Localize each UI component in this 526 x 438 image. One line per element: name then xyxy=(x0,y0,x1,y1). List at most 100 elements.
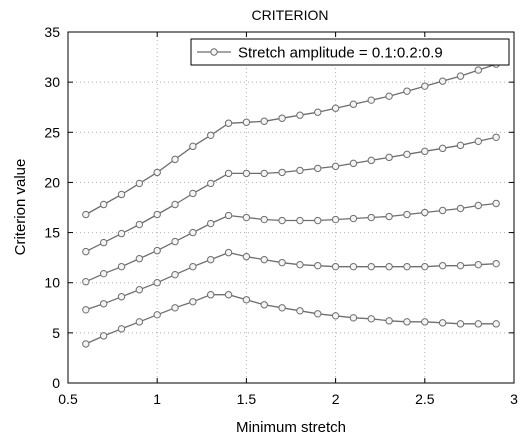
data-point xyxy=(243,170,249,176)
data-point xyxy=(190,143,196,149)
data-point xyxy=(279,115,285,121)
data-point xyxy=(493,200,499,206)
data-point xyxy=(190,190,196,196)
data-point xyxy=(315,109,321,115)
data-point xyxy=(404,319,410,325)
data-point xyxy=(404,151,410,157)
data-point xyxy=(315,262,321,268)
data-point xyxy=(368,263,374,269)
y-axis-label: Criterion value xyxy=(12,159,29,256)
data-point xyxy=(83,211,89,217)
data-point xyxy=(422,83,428,89)
x-tick-label: 3 xyxy=(510,391,518,407)
data-point xyxy=(297,308,303,314)
data-point xyxy=(118,230,124,236)
data-point xyxy=(457,205,463,211)
data-point xyxy=(154,247,160,253)
data-point xyxy=(118,263,124,269)
data-point xyxy=(493,134,499,140)
series-1 xyxy=(83,61,500,218)
data-point xyxy=(118,326,124,332)
data-point xyxy=(332,263,338,269)
data-point xyxy=(118,294,124,300)
data-point xyxy=(261,216,267,222)
data-point xyxy=(386,213,392,219)
data-point xyxy=(332,105,338,111)
data-point xyxy=(404,88,410,94)
data-point xyxy=(404,211,410,217)
series-3 xyxy=(83,200,500,285)
x-tick-label: 1.5 xyxy=(237,391,257,407)
data-point xyxy=(475,321,481,327)
data-point xyxy=(404,263,410,269)
data-point xyxy=(457,262,463,268)
legend: Stretch amplitude = 0.1:0.2:0.9 xyxy=(191,39,509,65)
data-point xyxy=(172,271,178,277)
series-line xyxy=(86,137,496,251)
data-point xyxy=(475,67,481,73)
data-point xyxy=(350,101,356,107)
data-point xyxy=(439,78,445,84)
y-tick-label: 0 xyxy=(52,375,60,391)
data-point xyxy=(439,145,445,151)
data-point xyxy=(475,261,481,267)
data-point xyxy=(154,211,160,217)
data-point xyxy=(83,248,89,254)
data-point xyxy=(83,307,89,313)
data-point xyxy=(172,156,178,162)
data-point xyxy=(332,163,338,169)
data-point xyxy=(297,112,303,118)
x-tick-label: 0.5 xyxy=(58,391,78,407)
data-point xyxy=(154,280,160,286)
series-4 xyxy=(83,249,500,313)
grid-lines xyxy=(68,32,514,383)
data-point xyxy=(225,249,231,255)
data-point xyxy=(243,214,249,220)
data-point xyxy=(386,318,392,324)
data-point xyxy=(439,262,445,268)
data-point xyxy=(154,312,160,318)
data-point xyxy=(297,217,303,223)
legend-marker-sample xyxy=(211,49,217,55)
series-2 xyxy=(83,134,500,255)
data-point xyxy=(100,239,106,245)
data-point xyxy=(475,202,481,208)
series-line xyxy=(86,64,496,214)
data-point xyxy=(261,118,267,124)
data-point xyxy=(475,138,481,144)
data-point xyxy=(350,215,356,221)
data-point xyxy=(154,169,160,175)
y-tick-label: 25 xyxy=(44,124,60,140)
series-5 xyxy=(83,292,500,348)
data-point xyxy=(422,319,428,325)
data-point xyxy=(386,263,392,269)
data-point xyxy=(225,120,231,126)
data-point xyxy=(332,313,338,319)
data-point xyxy=(118,191,124,197)
plot-frame xyxy=(68,32,514,383)
data-point xyxy=(368,316,374,322)
data-point xyxy=(279,305,285,311)
data-point xyxy=(261,302,267,308)
x-tick-label: 1 xyxy=(153,391,161,407)
data-point xyxy=(422,209,428,215)
y-tick-label: 20 xyxy=(44,174,60,190)
y-tick-label: 35 xyxy=(44,24,60,40)
data-point xyxy=(279,169,285,175)
data-point xyxy=(457,142,463,148)
x-tick-label: 2 xyxy=(332,391,340,407)
data-point xyxy=(261,170,267,176)
data-point xyxy=(386,93,392,99)
data-point xyxy=(225,292,231,298)
data-point xyxy=(386,154,392,160)
data-point xyxy=(208,292,214,298)
series-line xyxy=(86,204,496,282)
data-point xyxy=(457,321,463,327)
data-point xyxy=(350,263,356,269)
data-point xyxy=(243,119,249,125)
data-point xyxy=(208,256,214,262)
data-point xyxy=(225,170,231,176)
data-point xyxy=(457,73,463,79)
